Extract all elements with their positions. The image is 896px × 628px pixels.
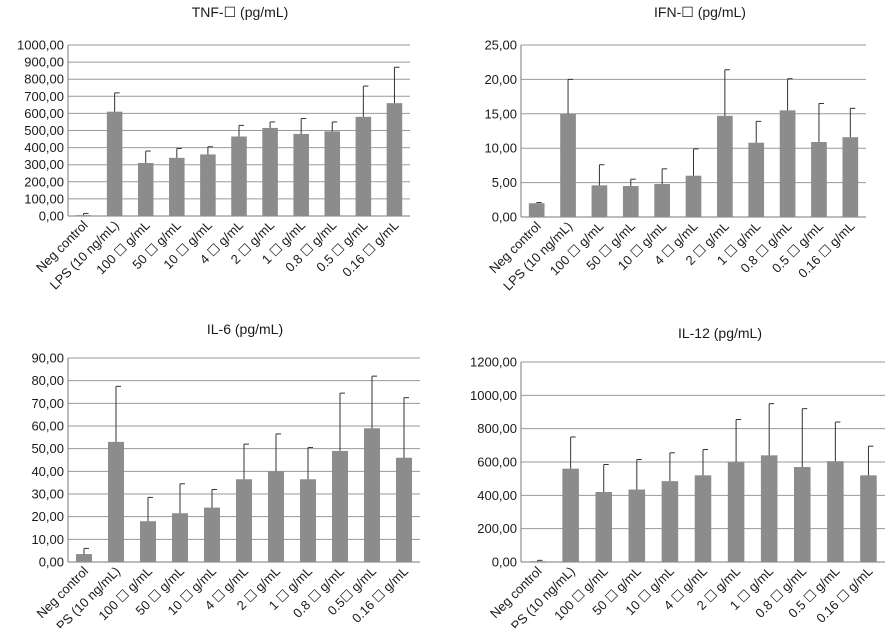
y-tick-label: 10,00 (484, 141, 517, 156)
y-tick-label: 600,00 (477, 455, 517, 470)
bar (717, 115, 733, 217)
bar (108, 441, 124, 562)
y-tick-label: 300,00 (24, 157, 64, 172)
y-tick-label: 200,00 (24, 174, 64, 189)
bar (794, 467, 811, 562)
bar (529, 561, 546, 562)
y-tick-label: 0,00 (492, 210, 517, 225)
bar (528, 203, 545, 217)
bar (694, 475, 712, 562)
y-tick-label: 5,00 (492, 175, 517, 190)
bar (622, 186, 639, 217)
y-tick-label: 25,00 (484, 38, 517, 53)
panel-il12: IL-12 (pg/mL) 0,00 200,00 400,00 600,00 800,0… (470, 325, 885, 628)
y-tick-label: 20,00 (31, 509, 64, 524)
bar (324, 131, 341, 216)
bar (293, 133, 309, 216)
bar (76, 554, 92, 562)
bar (779, 110, 796, 217)
chart-title: IFN-☐ (pg/mL) (654, 4, 746, 20)
bar (654, 183, 670, 217)
y-tick-label: 100,00 (24, 191, 64, 206)
bar (231, 136, 247, 216)
bar (860, 475, 877, 562)
y-tick-label: 60,00 (31, 419, 64, 434)
y-tick-label: 1200,00 (470, 355, 517, 370)
bar (396, 457, 412, 562)
panel-ifn: IFN-☐ (pg/mL) 0,00 5,00 10,00 15,00 20,00 25,0… (484, 4, 866, 294)
y-tick-label: 500,00 (24, 123, 64, 138)
chart-title: IL-6 (pg/mL) (207, 321, 283, 337)
y-tick-label: 20,00 (484, 72, 517, 87)
y-tick-label: 800,00 (24, 72, 64, 87)
bar (172, 513, 188, 562)
bar (140, 521, 156, 562)
y-tick-label: 600,00 (24, 106, 64, 121)
panel-tnf: TNF-☐ (pg/mL) 0,00 100,00 200,00 300,00 400,0… (17, 4, 410, 293)
bar (355, 116, 372, 216)
y-tick-label: 700,00 (24, 89, 64, 104)
bar (137, 162, 154, 216)
bar (842, 137, 859, 217)
y-tick-label: 200,00 (477, 521, 517, 536)
bar (364, 428, 380, 562)
bar (262, 127, 278, 216)
bar (661, 481, 679, 562)
bar (595, 492, 612, 562)
y-tick-label: 15,00 (484, 106, 517, 121)
bar (300, 479, 316, 562)
y-tick-label: 0,00 (39, 209, 64, 224)
bar (685, 175, 702, 217)
bar (760, 455, 778, 562)
bar (727, 462, 745, 562)
bar (332, 450, 348, 562)
bar (386, 103, 403, 216)
y-tick-label: 10,00 (31, 532, 64, 547)
y-tick-label: 0,00 (39, 555, 64, 570)
y-tick-label: 900,00 (24, 55, 64, 70)
bar (200, 154, 216, 216)
bar (268, 471, 284, 562)
bar (204, 507, 220, 562)
y-tick-label: 70,00 (31, 396, 64, 411)
y-tick-label: 400,00 (477, 488, 517, 503)
bar (562, 468, 579, 562)
y-tick-label: 90,00 (31, 351, 64, 366)
y-tick-label: 0,00 (492, 555, 517, 570)
panel-il6: IL-6 (pg/mL) 0,00 10,00 20,00 30,00 40,00 50,0… (31, 321, 420, 628)
chart-title: TNF-☐ (pg/mL) (192, 4, 289, 20)
y-tick-label: 1000,00 (470, 388, 517, 403)
y-tick-label: 50,00 (31, 441, 64, 456)
bar (169, 157, 185, 216)
chart-title: IL-12 (pg/mL) (678, 325, 762, 341)
y-tick-label: 30,00 (31, 487, 64, 502)
y-tick-label: 1000,00 (17, 38, 64, 53)
y-tick-label: 40,00 (31, 464, 64, 479)
bar (75, 215, 92, 216)
bar (236, 479, 252, 562)
bar (748, 142, 765, 217)
y-tick-label: 400,00 (24, 140, 64, 155)
y-tick-label: 80,00 (31, 373, 64, 388)
y-tick-label: 800,00 (477, 421, 517, 436)
bar (560, 113, 576, 217)
bar (827, 461, 844, 562)
bar (628, 489, 646, 562)
bar (591, 185, 608, 217)
bar (106, 111, 123, 216)
bar (811, 142, 827, 217)
